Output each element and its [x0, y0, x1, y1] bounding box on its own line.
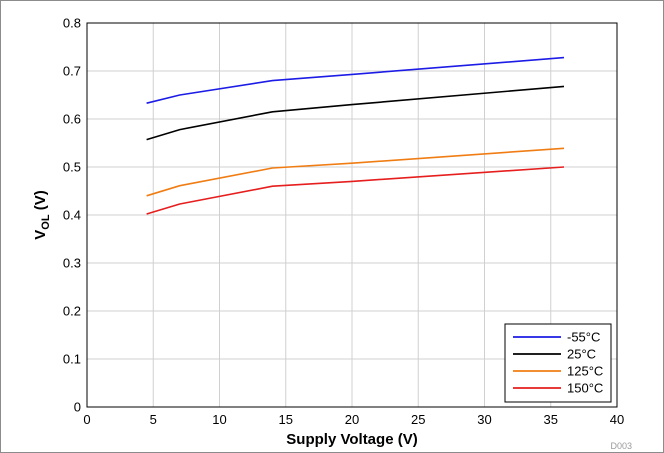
y-tick-label: 0.3	[63, 256, 81, 271]
x-axis-title: Supply Voltage (V)	[286, 431, 417, 448]
x-tick-label: 20	[345, 412, 359, 427]
x-tick-label: 35	[544, 412, 558, 427]
x-tick-label: 15	[279, 412, 293, 427]
y-tick-label: 0.8	[63, 16, 81, 31]
x-tick-label: 30	[477, 412, 491, 427]
series-line-1	[146, 85, 565, 141]
y-tick-label: 0	[74, 400, 81, 415]
x-tick-labels: 0 5 10 15 20 25 30 35 40	[83, 412, 624, 427]
y-tick-label: 0.6	[63, 112, 81, 127]
series-line-0	[146, 56, 565, 104]
legend: -55°C 25°C 125°C 150°C	[504, 323, 612, 403]
legend-label-2: 125°C	[567, 364, 603, 379]
y-axis-title-subscript: OL	[40, 214, 52, 230]
legend-label-3: 150°C	[567, 381, 603, 396]
legend-label-0: -55°C	[567, 330, 600, 345]
series-line-3	[146, 166, 565, 215]
y-tick-labels: 0 0.1 0.2 0.3 0.4 0.5 0.6 0.7 0.8	[63, 16, 81, 415]
x-tick-label: 0	[83, 412, 90, 427]
y-tick-label: 0.2	[63, 304, 81, 319]
x-tick-label: 40	[610, 412, 624, 427]
y-axis-title: VOL (V)	[32, 190, 52, 239]
y-tick-label: 0.4	[63, 208, 81, 223]
series-lines	[146, 56, 565, 215]
y-tick-label: 0.1	[63, 352, 81, 367]
y-axis-title-main: V	[32, 230, 49, 240]
y-tick-label: 0.5	[63, 160, 81, 175]
plot-border	[86, 22, 618, 408]
figure-tag: D003	[610, 441, 632, 451]
gridlines	[87, 23, 617, 407]
series-line-2	[146, 147, 565, 197]
y-tick-label: 0.7	[63, 64, 81, 79]
legend-label-1: 25°C	[567, 347, 596, 362]
x-tick-label: 5	[150, 412, 157, 427]
x-tick-label: 25	[411, 412, 425, 427]
y-axis-title-unit: (V)	[32, 190, 49, 214]
x-tick-label: 10	[212, 412, 226, 427]
